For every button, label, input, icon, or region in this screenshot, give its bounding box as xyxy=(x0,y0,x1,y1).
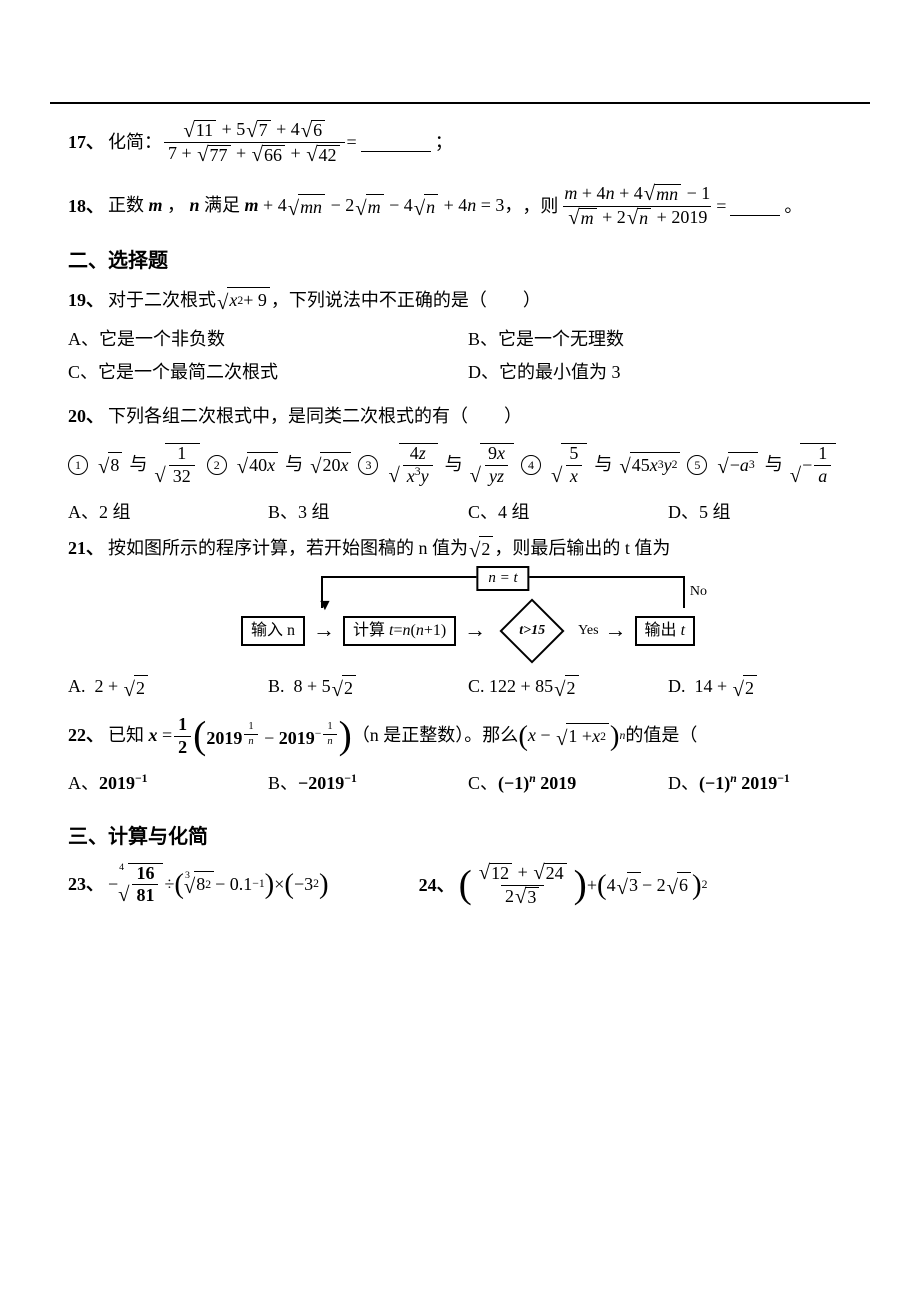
q21-pre: 按如图所示的程序计算，若开始图稿的 n 值为 xyxy=(108,536,468,561)
q22-note: （n 是正整数）。那么 xyxy=(352,723,519,748)
q22-number: 22、 xyxy=(68,723,104,748)
flow-decision: t>15 xyxy=(494,606,570,656)
q22-lead: 已知 x = xyxy=(108,723,172,748)
q21-post: ，则最后输出的 t 值为 xyxy=(494,536,670,561)
q19-optD: D、它的最小值为 3 xyxy=(468,360,868,385)
q22-optC: C、(−1)n 2019 xyxy=(468,771,668,796)
q17-label: 化简： xyxy=(108,130,162,155)
top-rule xyxy=(50,102,870,104)
q17-equals: = xyxy=(347,130,357,155)
question-20: 20、 下列各组二次根式中，是同类二次根式的有（ ） xyxy=(68,404,868,429)
circled-4: 4 xyxy=(521,455,541,475)
question-23: 23、 − 4√ 1681 ÷ ( 3√82 − 0.1−1 ) × (−32) xyxy=(68,863,329,907)
q23-number: 23、 xyxy=(68,872,104,897)
flow-no-label: No xyxy=(690,582,707,602)
q22-options: A、2019−1 B、−2019−1 C、(−1)n 2019 D、(−1)n … xyxy=(68,771,868,796)
question-21: 21、 按如图所示的程序计算，若开始图稿的 n 值为 √2 ，则最后输出的 t … xyxy=(68,536,868,562)
q21-optA: A. 2 + √2 xyxy=(68,674,268,701)
q19-number: 19、 xyxy=(68,288,104,313)
q19-options: A、它是一个非负数 B、它是一个无理数 C、它是一个最简二次根式 D、它的最小值… xyxy=(68,327,868,393)
q24-fraction: √12 + √24 2√3 xyxy=(474,863,572,909)
q22-term-a: 20191n − 2019−1n xyxy=(206,721,338,751)
circled-5: 5 xyxy=(687,455,707,475)
rparen-icon: ) xyxy=(339,722,352,750)
q20-number: 20、 xyxy=(68,404,104,429)
q17-number: 17、 xyxy=(68,130,104,155)
q18-lead: 正数 m ， n 满足 m + 4√mn − 2√m − 4√n + 4n = … xyxy=(108,193,522,220)
rparen-icon: ) xyxy=(610,725,620,748)
question-19: 19、 对于二次根式 √x2 + 9 ，下列说法中不正确的是（ ） xyxy=(68,287,868,313)
arrow-right-icon xyxy=(603,615,629,646)
q18-mid: ，则 xyxy=(522,194,558,219)
q24-number: 24、 xyxy=(419,873,455,898)
q23-cuberoot: 3√82 xyxy=(185,871,214,897)
circled-3: 3 xyxy=(358,455,378,475)
q17-blank xyxy=(361,133,431,152)
q23-4th-root: 4√ 1681 xyxy=(119,863,163,907)
q21-flowchart: n = t ▼ No 输入 n 计算 t=n(n+1) t>15 Yes 输出 … xyxy=(68,576,868,656)
q22-optA: A、2019−1 xyxy=(68,771,268,796)
q20-optD: D、5 组 xyxy=(668,500,868,525)
q23-times: × xyxy=(274,872,284,897)
q24-plus: + xyxy=(587,873,597,898)
q22-half: 12 xyxy=(174,715,191,758)
flow-yes-label: Yes xyxy=(578,621,598,641)
flow-calc-box: 计算 t=n(n+1) xyxy=(343,616,456,646)
question-18: 18、 正数 m ， n 满足 m + 4√mn − 2√m − 4√n + 4… xyxy=(68,184,868,230)
section-2-heading: 二、选择题 xyxy=(68,247,868,275)
q18-blank xyxy=(730,197,780,216)
q18-period: 。 xyxy=(784,194,802,219)
q19-pre: 对于二次根式 xyxy=(108,288,216,313)
q17-fraction: √11 + 5√7 + 4√6 7 + √77 + √66 + √42 xyxy=(164,120,345,166)
q21-options: A. 2 + √2 B. 8 + 5√2 C. 122 + 85√2 D. 14… xyxy=(68,674,868,701)
q20-optC: C、4 组 xyxy=(468,500,668,525)
arrow-right-icon xyxy=(462,615,488,646)
page-root: 17、 化简： √11 + 5√7 + 4√6 7 + √77 + √66 + … xyxy=(0,0,920,1302)
q21-sqrt2: √2 xyxy=(469,536,493,562)
flow-feedback-box: n = t xyxy=(476,566,529,591)
lparen-icon: ( xyxy=(193,722,206,750)
q18-equals: = xyxy=(716,194,726,219)
question-24: 24、 ( √12 + √24 2√3 ) + (4√3 − 2√6)2 xyxy=(419,863,708,909)
q19-optC: C、它是一个最简二次根式 xyxy=(68,360,468,385)
lparen-icon: ( xyxy=(518,725,528,748)
q20-options: A、2 组 B、3 组 C、4 组 D、5 组 xyxy=(68,500,868,525)
q20-optB: B、3 组 xyxy=(268,500,468,525)
q22-tail: 的值是（ xyxy=(625,723,697,748)
q21-optC: C. 122 + 85√2 xyxy=(468,674,668,701)
q17-trail: ； xyxy=(435,130,453,155)
q19-optB: B、它是一个无理数 xyxy=(468,327,868,352)
q23-div: ÷ xyxy=(164,872,174,897)
circled-2: 2 xyxy=(207,455,227,475)
q23-q24-row: 23、 − 4√ 1681 ÷ ( 3√82 − 0.1−1 ) × (−32)… xyxy=(68,863,868,923)
q22-optB: B、−2019−1 xyxy=(268,771,468,796)
q22-optD: D、(−1)n 2019−1 xyxy=(668,771,868,796)
q18-fraction: m + 4n + 4√mn − 1 √m + 2√n + 2019 xyxy=(560,184,714,230)
q19-sqrt: √x2 + 9 xyxy=(217,287,270,313)
arrow-right-icon xyxy=(311,615,337,646)
flow-input-box: 输入 n xyxy=(241,616,305,646)
question-22: 22、 已知 x = 12 ( 20191n − 2019−1n ) （n 是正… xyxy=(68,715,868,758)
question-17: 17、 化简： √11 + 5√7 + 4√6 7 + √77 + √66 + … xyxy=(68,120,868,166)
q21-optD: D. 14 + √2 xyxy=(668,674,868,701)
q19-optA: A、它是一个非负数 xyxy=(68,327,468,352)
content-area: 17、 化简： √11 + 5√7 + 4√6 7 + √77 + √66 + … xyxy=(68,120,868,922)
q19-post: ，下列说法中不正确的是（ ） xyxy=(271,288,541,313)
q20-optA: A、2 组 xyxy=(68,500,268,525)
arrow-down-icon: ▼ xyxy=(317,602,333,610)
q22-expr2: x − √1 + x2 xyxy=(528,723,610,750)
circled-1: 1 xyxy=(68,455,88,475)
q18-number: 18、 xyxy=(68,194,104,219)
q20-items: 1 √8 与 √132 2 √40x 与 √20x 3 √4zx3y 与 √9x… xyxy=(68,443,868,487)
q21-number: 21、 xyxy=(68,536,104,561)
flow-output-box: 输出 t xyxy=(635,616,695,646)
section-3-heading: 三、计算与化简 xyxy=(68,823,868,851)
q21-optB: B. 8 + 5√2 xyxy=(268,674,468,701)
flow-feedback: n = t ▼ No xyxy=(321,576,685,608)
q20-text: 下列各组二次根式中，是同类二次根式的有（ ） xyxy=(108,404,522,429)
